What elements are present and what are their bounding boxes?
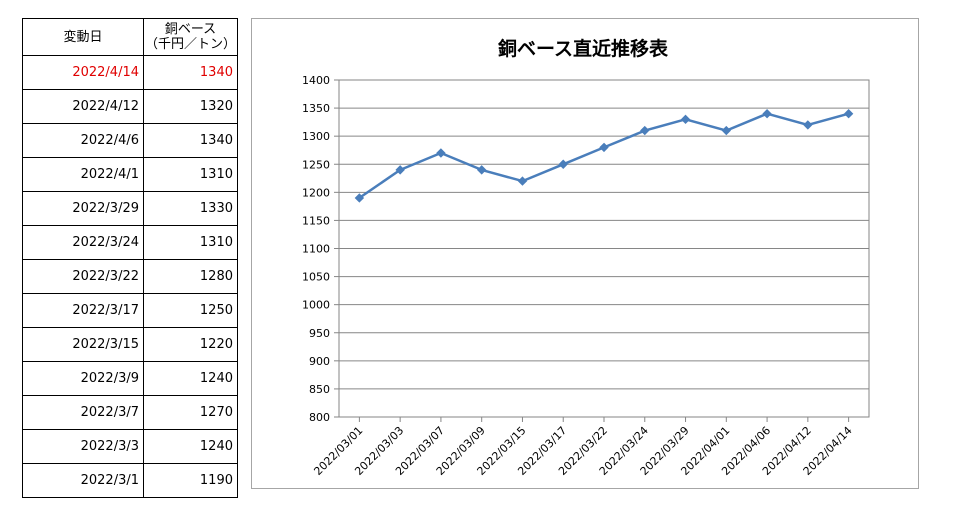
table-row: 2022/4/6 1340 [22,123,238,158]
data-point [680,114,691,125]
header-price-line2: （千円／トン） [144,37,236,52]
row-price: 1340 [143,123,238,158]
row-price: 1270 [143,395,238,430]
row-price: 1320 [143,89,238,124]
y-tick-label: 1300 [302,130,330,143]
table-row: 2022/3/22 1280 [22,259,238,294]
price-table: 変動日 銅ベース （千円／トン） 2022/4/14 1340 2022/4/12 1… [22,18,238,498]
header-price: 銅ベース （千円／トン） [143,18,238,56]
y-tick-label: 850 [309,383,330,396]
row-price: 1220 [143,327,238,362]
table-row: 2022/4/12 1320 [22,89,238,124]
row-price: 1250 [143,293,238,328]
data-point [558,159,568,169]
row-date: 2022/3/29 [22,191,144,226]
y-tick-label: 950 [309,327,330,340]
row-date: 2022/3/3 [22,429,144,464]
chart-area: 銅ベース直近推移表 800 850 900 950 1000 1050 1100 1150 12… [251,18,919,489]
row-date: 2022/3/15 [22,327,144,362]
row-date: 2022/4/1 [22,157,144,192]
table-row: 2022/3/9 1240 [22,361,238,396]
row-price: 1240 [143,361,238,396]
table-row: 2022/3/3 1240 [22,429,238,464]
data-point [599,142,609,153]
row-date: 2022/3/1 [22,463,144,498]
table-row: 2022/3/15 1220 [22,327,238,362]
data-point [354,193,365,203]
y-tick-label: 800 [309,411,330,424]
row-date: 2022/3/24 [22,225,144,260]
y-tick-label: 1200 [302,186,330,199]
chart-title: 銅ベース直近推移表 [498,37,669,60]
row-price: 1310 [143,157,238,192]
row-price: 1190 [143,463,238,498]
row-date: 2022/3/22 [22,259,144,294]
header-price-line1: 銅ベース [164,22,217,37]
y-tick-label: 1100 [302,243,330,256]
row-date: 2022/3/17 [22,293,144,328]
data-point [395,165,405,175]
row-price: 1310 [143,225,238,260]
data-point [803,120,813,130]
data-point [721,125,732,136]
y-tick-label: 1350 [302,102,330,115]
header-date: 変動日 [22,18,144,56]
data-point [843,108,854,119]
line-chart: 銅ベース直近推移表 800 850 900 950 1000 1050 1100 1150 12… [302,37,870,478]
table-row: 2022/4/14 1340 [22,55,238,90]
table-row: 2022/3/17 1250 [22,293,238,328]
y-tick-label: 1400 [302,74,330,87]
table-header-row: 変動日 銅ベース （千円／トン） [22,18,238,56]
data-point [640,125,650,136]
row-date: 2022/4/6 [22,123,144,158]
y-tick-label: 1050 [302,271,330,284]
data-point [476,165,487,175]
table-row: 2022/3/29 1330 [22,191,238,226]
row-price: 1340 [143,55,238,90]
row-date: 2022/4/14 [22,55,144,90]
data-point [436,148,446,158]
y-tick-label: 1150 [302,214,330,227]
data-point [762,108,772,119]
row-date: 2022/4/12 [22,89,144,124]
row-date: 2022/3/9 [22,361,144,396]
y-tick-label: 1250 [302,158,330,171]
table-row: 2022/3/7 1270 [22,395,238,430]
table-row: 2022/4/1 1310 [22,157,238,192]
row-price: 1280 [143,259,238,294]
row-price: 1240 [143,429,238,464]
row-date: 2022/3/7 [22,395,144,430]
y-tick-label: 1000 [302,299,330,312]
table-row: 2022/3/1 1190 [22,463,238,498]
data-point [517,176,528,186]
series-line [358,112,849,199]
y-tick-label: 900 [309,355,330,368]
table-row: 2022/3/24 1310 [22,225,238,260]
row-price: 1330 [143,191,238,226]
